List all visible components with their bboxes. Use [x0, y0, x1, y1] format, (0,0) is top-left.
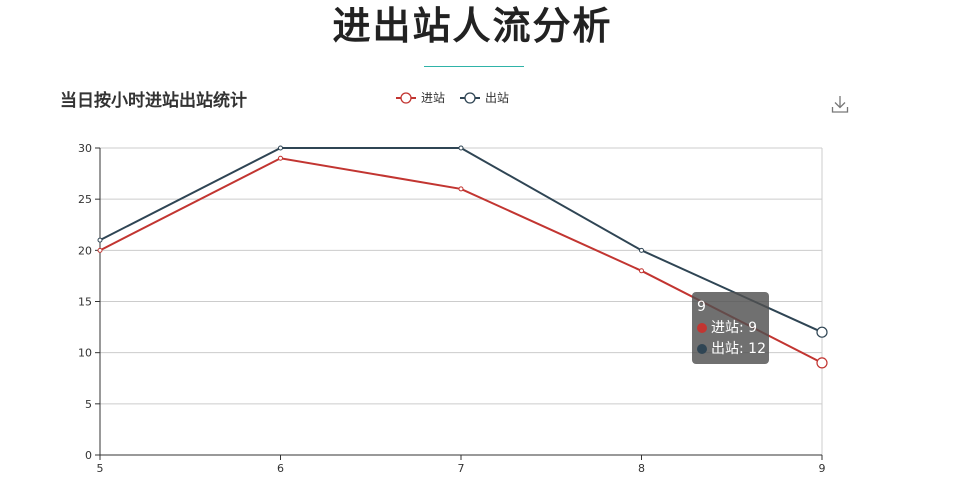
- title-underline: [424, 66, 524, 67]
- legend-label[interactable]: 出站: [485, 91, 509, 105]
- tooltip-dot-in: [697, 323, 707, 333]
- tooltip-dot-out: [697, 344, 707, 354]
- x-tick-label: 5: [97, 462, 104, 475]
- data-point[interactable]: [639, 247, 644, 253]
- tooltip-header: 9: [697, 299, 706, 315]
- tooltip: 9 进站: 9 出站: 12: [692, 292, 769, 364]
- x-tick-label: 9: [819, 462, 826, 475]
- y-tick-label: 0: [85, 449, 92, 462]
- x-tick-label: 6: [277, 462, 284, 475]
- y-tick-label: 5: [85, 398, 92, 411]
- y-tick-label: 25: [78, 193, 92, 206]
- y-tick-label: 20: [78, 244, 92, 257]
- data-point[interactable]: [97, 237, 103, 243]
- legend-label[interactable]: 进站: [421, 91, 445, 105]
- data-point[interactable]: [816, 357, 828, 369]
- data-point[interactable]: [458, 145, 464, 151]
- data-point[interactable]: [97, 247, 103, 253]
- x-tick-label: 7: [458, 462, 465, 475]
- data-point[interactable]: [458, 186, 464, 192]
- legend-marker[interactable]: [464, 92, 476, 104]
- legend-marker[interactable]: [400, 92, 412, 104]
- data-point[interactable]: [278, 145, 283, 151]
- data-point[interactable]: [816, 326, 828, 338]
- data-point[interactable]: [639, 268, 644, 274]
- chart-title: 当日按小时进站出站统计: [60, 91, 247, 111]
- y-tick-label: 15: [78, 296, 92, 309]
- y-tick-label: 10: [78, 347, 92, 360]
- tooltip-label-out: 出站: 12: [711, 341, 766, 357]
- x-tick-label: 8: [638, 462, 645, 475]
- tooltip-row-in: 进站: 9: [697, 318, 769, 339]
- download-icon[interactable]: [830, 94, 850, 114]
- legend: 进站 出站: [396, 91, 509, 105]
- tooltip-label-in: 进站: 9: [711, 320, 758, 336]
- data-point[interactable]: [278, 155, 283, 161]
- tooltip-row-out: 出站: 12: [697, 339, 769, 360]
- y-tick-label: 30: [78, 142, 92, 155]
- page-title: 进出站人流分析: [332, 4, 613, 48]
